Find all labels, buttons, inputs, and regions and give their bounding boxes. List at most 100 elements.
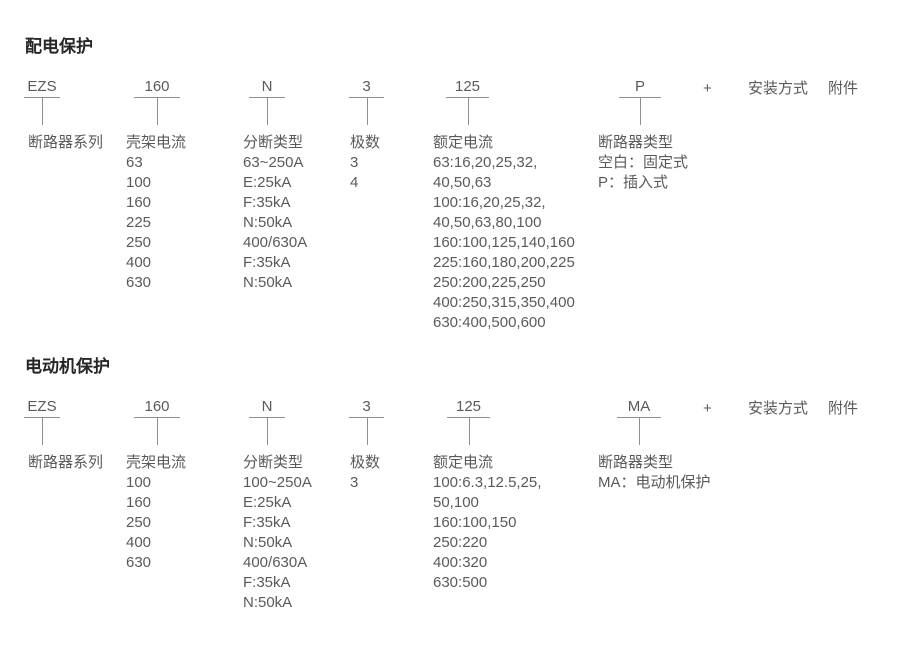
list-item: F:35kA — [243, 254, 291, 271]
list-item: F:35kA — [243, 514, 291, 531]
mounting-method-label: 安装方式 — [748, 80, 809, 97]
list-item: 250 — [126, 234, 152, 251]
section-title-motor: 电动机保护 — [25, 357, 110, 376]
column-label: 断路器类型 — [598, 454, 674, 471]
list-item: 63:16,20,25,32, — [433, 154, 538, 171]
connector-tick — [267, 417, 268, 445]
code-breaker-type-mark: MA — [617, 398, 661, 445]
list-item: 100:6.3,12.5,25, — [433, 474, 542, 491]
column-items: 100 160 250 400 630 — [126, 473, 186, 573]
list-item: 3 — [350, 474, 359, 491]
code-breaker-type-mark: P — [619, 78, 661, 125]
connector-tick — [639, 417, 640, 445]
list-item: N:50kA — [243, 594, 293, 611]
list-item: 63 — [126, 154, 143, 171]
accessory-label: 附件 — [828, 400, 859, 417]
list-item: 250 — [126, 514, 152, 531]
list-item: F:35kA — [243, 574, 291, 591]
code-text: EZS — [27, 398, 57, 415]
list-item: F:35kA — [243, 194, 291, 211]
connector-tick — [366, 417, 368, 445]
list-item: 225 — [126, 214, 152, 231]
connector-tick — [157, 417, 158, 445]
column-label: 分断类型 — [243, 454, 304, 471]
list-item: N:50kA — [243, 274, 293, 291]
list-item: 400 — [126, 534, 152, 551]
list-item: 100 — [126, 474, 152, 491]
code-text: 125 — [455, 398, 482, 415]
list-item: 100:16,20,25,32, — [433, 194, 546, 211]
accessory-label: 附件 — [828, 80, 859, 97]
column-items: 100~250A E:25kA F:35kA N:50kA 400/630A F:35kA… — [243, 473, 312, 613]
code-text: 125 — [454, 78, 481, 95]
list-item: E:25kA — [243, 174, 292, 191]
list-item: 50,100 — [433, 494, 479, 511]
column-poles: 极数 3 — [350, 453, 380, 493]
plus-sign: + — [703, 400, 712, 417]
code-rated-current-mark: 125 — [447, 398, 490, 445]
connector-tick — [42, 417, 43, 445]
plus-sign: + — [703, 80, 712, 97]
column-label: 壳架电流 — [126, 454, 187, 471]
column-label: 极数 — [350, 134, 381, 151]
column-label: 断路器系列 — [28, 134, 104, 151]
list-item: 160:100,125,140,160 — [433, 234, 575, 251]
column-items: 63:16,20,25,32, 40,50,63 100:16,20,25,32, 4… — [433, 153, 575, 333]
column-label: 断路器类型 — [598, 134, 674, 151]
column-items: 63~250A E:25kA F:35kA N:50kA 400/630A F:35kA N… — [243, 153, 307, 293]
list-item: N:50kA — [243, 214, 293, 231]
connector-tick — [42, 97, 43, 125]
list-item: 400:320 — [433, 554, 488, 571]
connector-tick — [468, 417, 470, 445]
code-text: P — [634, 78, 645, 95]
column-items: 100:6.3,12.5,25, 50,100 160:100,150 250:220… — [433, 473, 541, 593]
column-series: 断路器系列 — [28, 453, 103, 473]
code-rated-current-mark: 125 — [446, 78, 489, 125]
code-text: 160 — [144, 78, 170, 95]
list-item: P：插入式 — [598, 174, 669, 191]
list-item: 100~250A — [243, 474, 312, 491]
list-item: 400/630A — [243, 234, 308, 251]
code-text: EZS — [27, 78, 57, 95]
column-items: 3 — [350, 473, 380, 493]
code-text: N — [261, 398, 273, 415]
column-breaking-type: 分断类型 100~250A E:25kA F:35kA N:50kA 400/630A F… — [243, 453, 312, 613]
code-frame-current-mark: 160 — [134, 78, 180, 125]
list-item: 400:250,315,350,400 — [433, 294, 575, 311]
list-item: 3 — [350, 154, 359, 171]
code-text: 3 — [362, 78, 371, 95]
list-item: N:50kA — [243, 534, 293, 551]
column-breaker-type: 断路器类型 空白：固定式 P：插入式 — [598, 133, 688, 193]
code-series-mark: EZS — [24, 78, 60, 125]
list-item: 225:160,180,200,225 — [433, 254, 575, 271]
list-item: MA：电动机保护 — [598, 474, 711, 491]
column-items: MA：电动机保护 — [598, 473, 711, 493]
column-label: 额定电流 — [433, 454, 494, 471]
list-item: 630 — [126, 274, 152, 291]
list-item: 160 — [126, 194, 152, 211]
mounting-method-label: 安装方式 — [748, 400, 809, 417]
column-label: 断路器系列 — [28, 454, 104, 471]
column-label: 分断类型 — [243, 134, 304, 151]
connector-tick — [467, 97, 469, 125]
list-item: 4 — [350, 174, 359, 191]
list-item: 630:400,500,600 — [433, 314, 546, 331]
list-item: 100 — [126, 174, 152, 191]
column-label: 壳架电流 — [126, 134, 187, 151]
code-breaking-type-mark: N — [249, 78, 285, 125]
code-text: N — [261, 78, 273, 95]
code-text: MA — [627, 398, 651, 415]
list-item: 630 — [126, 554, 152, 571]
connector-tick — [157, 97, 158, 125]
list-item: 250:200,225,250 — [433, 274, 546, 291]
code-text: 3 — [362, 398, 371, 415]
code-breaking-type-mark: N — [249, 398, 285, 445]
list-item: 空白：固定式 — [598, 154, 689, 171]
column-breaker-type: 断路器类型 MA：电动机保护 — [598, 453, 711, 493]
list-item: 160:100,150 — [433, 514, 517, 531]
list-item: E:25kA — [243, 494, 292, 511]
list-item: 160 — [126, 494, 152, 511]
